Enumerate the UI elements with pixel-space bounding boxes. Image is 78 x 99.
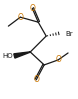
Text: O: O — [29, 4, 35, 13]
Polygon shape — [14, 52, 30, 58]
Text: O: O — [33, 75, 39, 84]
Text: O: O — [17, 13, 23, 22]
Text: O: O — [55, 55, 61, 64]
Text: HO: HO — [3, 53, 13, 59]
Text: Br: Br — [65, 31, 73, 37]
